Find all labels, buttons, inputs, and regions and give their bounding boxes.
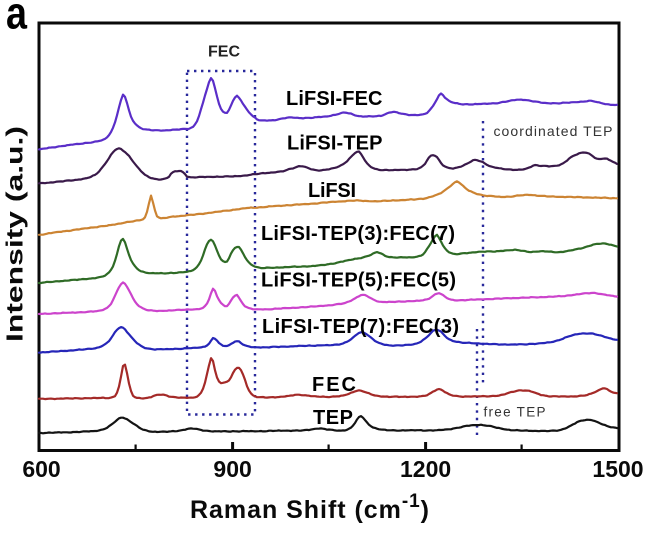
svg-text:1200: 1200 [400,456,451,482]
svg-text:LiFSI-TEP: LiFSI-TEP [287,133,383,155]
svg-text:Intensity (a.u.): Intensity (a.u.) [2,126,28,342]
svg-text:1500: 1500 [592,456,643,482]
svg-text:TEP: TEP [313,407,353,429]
svg-text:LiFSI-TEP(3):FEC(7): LiFSI-TEP(3):FEC(7) [261,223,455,245]
svg-text:coordinated TEP: coordinated TEP [494,123,613,139]
svg-text:600: 600 [22,456,60,482]
svg-text:FEC: FEC [208,43,240,60]
svg-text:LiFSI-TEP(7):FEC(3): LiFSI-TEP(7):FEC(3) [262,316,459,338]
svg-text:900: 900 [213,456,251,482]
svg-text:Raman Shift (cm-1): Raman Shift (cm-1) [190,491,429,524]
svg-text:a: a [6,0,28,39]
svg-text:LiFSI-FEC: LiFSI-FEC [286,88,383,110]
svg-text:free TEP: free TEP [484,405,546,420]
svg-text:FEC: FEC [312,374,356,396]
svg-text:LiFSI-TEP(5):FEC(5): LiFSI-TEP(5):FEC(5) [261,270,456,292]
svg-text:LiFSI: LiFSI [308,180,356,202]
